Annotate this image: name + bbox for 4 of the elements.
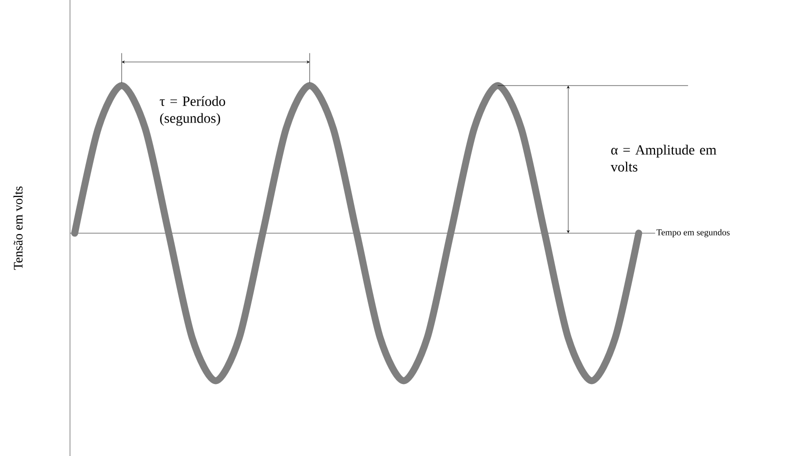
y-axis-title: Tensão em volts <box>13 186 23 270</box>
x-axis-title: Tempo em segundos <box>656 229 730 238</box>
annotation: α = Amplitude em volts <box>610 144 716 172</box>
annotation: τ = Período (segundos) <box>160 96 226 126</box>
